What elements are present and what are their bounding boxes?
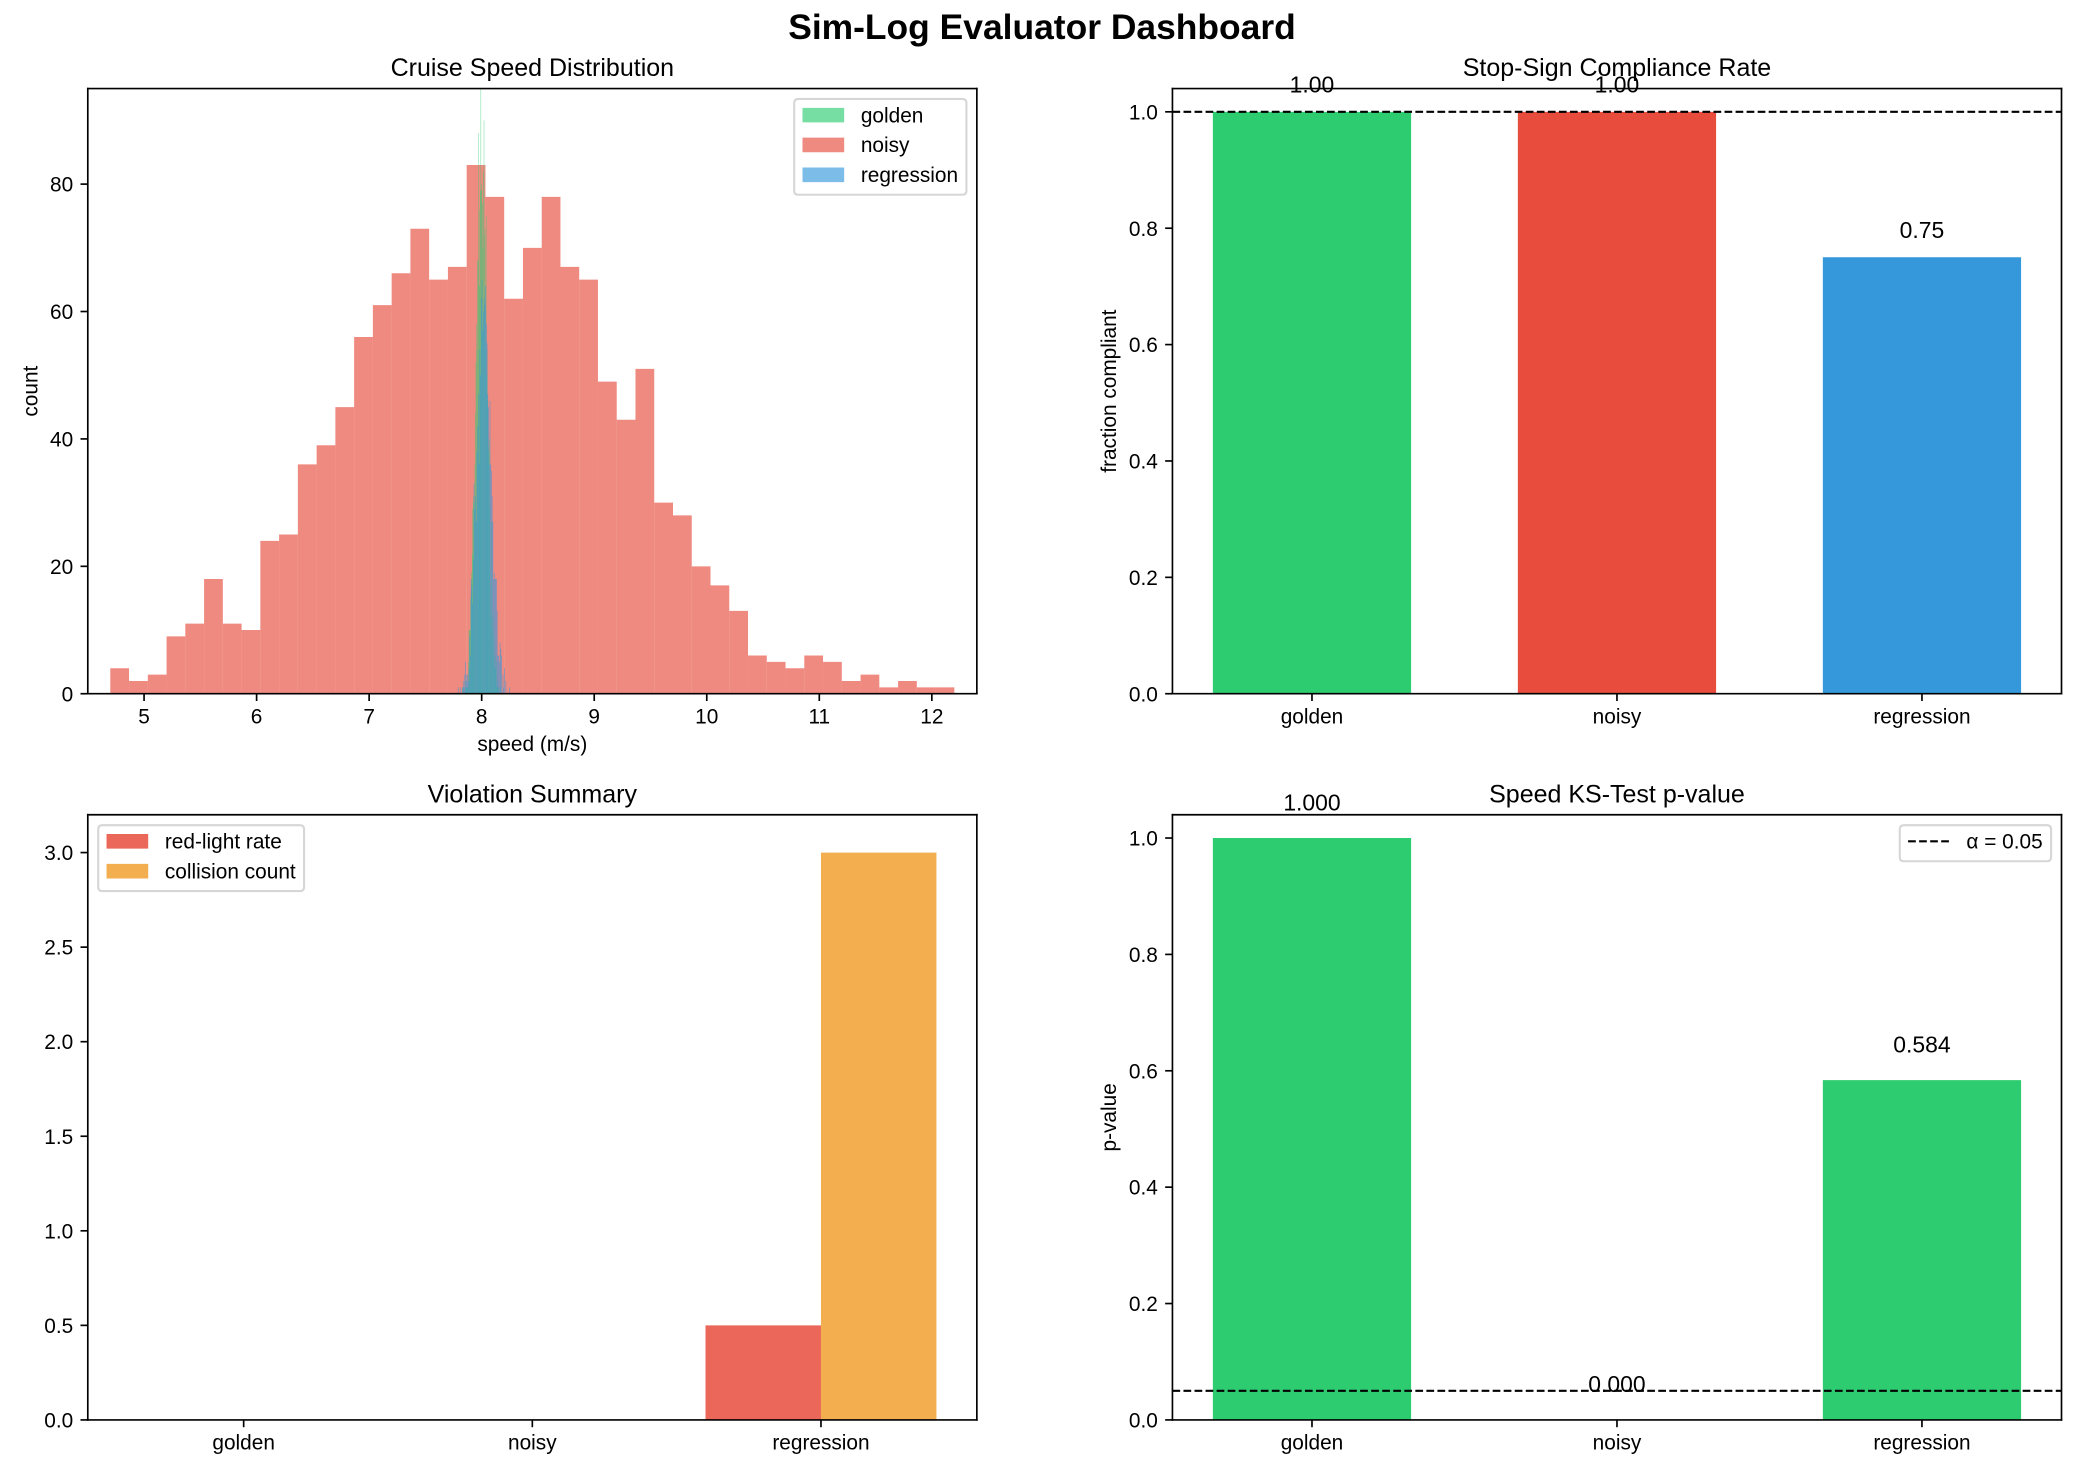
svg-text:noisy: noisy [1593, 1432, 1642, 1455]
svg-text:7: 7 [363, 705, 375, 728]
svg-text:Stop-Sign Compliance Rate: Stop-Sign Compliance Rate [1463, 54, 1772, 82]
svg-text:0.6: 0.6 [1129, 1060, 1158, 1083]
svg-text:0.2: 0.2 [1129, 567, 1158, 590]
svg-text:0.75: 0.75 [1900, 217, 1945, 243]
svg-text:2.5: 2.5 [44, 937, 73, 960]
svg-text:0.6: 0.6 [1129, 334, 1158, 357]
svg-text:1.0: 1.0 [1129, 828, 1158, 851]
svg-text:golden: golden [212, 1432, 275, 1455]
svg-text:0.0: 0.0 [1129, 683, 1158, 706]
svg-text:count: count [19, 365, 42, 416]
svg-text:noisy: noisy [861, 134, 910, 157]
svg-text:golden: golden [861, 104, 924, 127]
svg-text:10: 10 [695, 705, 718, 728]
svg-text:Speed KS-Test p-value: Speed KS-Test p-value [1489, 780, 1745, 808]
svg-text:11: 11 [808, 705, 830, 728]
svg-text:Cruise Speed Distribution: Cruise Speed Distribution [391, 54, 674, 82]
svg-text:regression: regression [772, 1432, 869, 1455]
svg-text:80: 80 [50, 174, 73, 197]
svg-text:1.00: 1.00 [1290, 71, 1335, 97]
svg-text:0.000: 0.000 [1588, 1371, 1645, 1397]
svg-text:6: 6 [251, 705, 263, 728]
svg-text:regression: regression [1873, 705, 1970, 728]
svg-text:12: 12 [920, 705, 943, 728]
svg-text:1.0: 1.0 [1129, 101, 1158, 124]
svg-text:40: 40 [50, 428, 73, 451]
svg-text:Sim-Log Evaluator Dashboard: Sim-Log Evaluator Dashboard [788, 7, 1296, 47]
svg-text:red-light rate: red-light rate [165, 831, 282, 854]
svg-text:5: 5 [138, 705, 150, 728]
svg-text:speed (m/s): speed (m/s) [477, 733, 587, 756]
svg-text:noisy: noisy [508, 1432, 557, 1455]
svg-text:0.5: 0.5 [44, 1315, 73, 1338]
svg-text:regression: regression [861, 164, 958, 187]
svg-text:0.2: 0.2 [1129, 1293, 1158, 1316]
svg-text:regression: regression [1873, 1432, 1970, 1455]
svg-text:8: 8 [476, 705, 488, 728]
svg-text:0.0: 0.0 [1129, 1409, 1158, 1432]
svg-text:60: 60 [50, 301, 73, 324]
svg-text:1.0: 1.0 [44, 1220, 73, 1243]
svg-text:α = 0.05: α = 0.05 [1966, 831, 2042, 854]
svg-text:golden: golden [1281, 1432, 1344, 1455]
svg-text:0.584: 0.584 [1893, 1031, 1951, 1057]
svg-text:collision count: collision count [165, 860, 296, 883]
svg-text:0.8: 0.8 [1129, 218, 1158, 241]
svg-text:Violation Summary: Violation Summary [428, 780, 638, 808]
svg-text:3.0: 3.0 [44, 842, 73, 865]
svg-text:p-value: p-value [1098, 1083, 1121, 1151]
svg-text:0.4: 0.4 [1129, 451, 1158, 474]
svg-text:1.000: 1.000 [1283, 789, 1340, 815]
svg-text:9: 9 [588, 705, 600, 728]
svg-text:0.0: 0.0 [44, 1409, 73, 1432]
svg-text:noisy: noisy [1593, 705, 1642, 728]
svg-text:20: 20 [50, 556, 73, 579]
svg-text:fraction compliant: fraction compliant [1098, 309, 1121, 472]
svg-text:0.4: 0.4 [1129, 1177, 1158, 1200]
svg-text:1.5: 1.5 [44, 1126, 73, 1149]
svg-text:2.0: 2.0 [44, 1031, 73, 1054]
svg-text:0.8: 0.8 [1129, 944, 1158, 967]
svg-text:golden: golden [1281, 705, 1344, 728]
svg-text:0: 0 [62, 683, 74, 706]
